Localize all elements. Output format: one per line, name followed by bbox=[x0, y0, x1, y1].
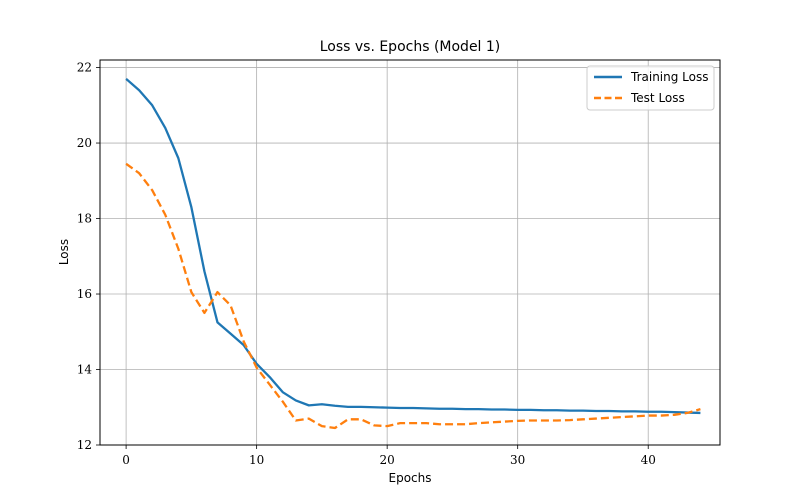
x-tick-label: 30 bbox=[510, 453, 525, 467]
legend-label-training-loss: Training Loss bbox=[630, 70, 708, 84]
y-axis-label: Loss bbox=[57, 239, 71, 265]
y-axis: 12 14 16 18 20 22 bbox=[77, 61, 100, 452]
series-layer bbox=[125, 78, 701, 430]
x-axis: 0 10 20 30 40 bbox=[122, 445, 656, 467]
y-tick-label: 20 bbox=[77, 136, 92, 150]
series-line-test-loss bbox=[125, 162, 701, 430]
legend: Training Loss Test Loss bbox=[586, 65, 715, 111]
x-tick-label: 20 bbox=[380, 453, 395, 467]
y-tick-label: 14 bbox=[77, 363, 93, 377]
x-tick-label: 40 bbox=[641, 453, 656, 467]
x-axis-label: Epochs bbox=[389, 471, 432, 485]
chart-title: Loss vs. Epochs (Model 1) bbox=[320, 39, 501, 55]
y-tick-label: 16 bbox=[77, 287, 92, 301]
series-line-training-loss bbox=[125, 78, 701, 415]
y-tick-label: 22 bbox=[77, 61, 92, 75]
x-tick-label: 0 bbox=[122, 453, 130, 467]
y-tick-label: 12 bbox=[77, 438, 92, 452]
plot-frame bbox=[99, 59, 721, 446]
y-tick-label: 18 bbox=[77, 212, 92, 226]
x-tick-label: 10 bbox=[249, 453, 264, 467]
legend-label-test-loss: Test Loss bbox=[630, 91, 685, 105]
